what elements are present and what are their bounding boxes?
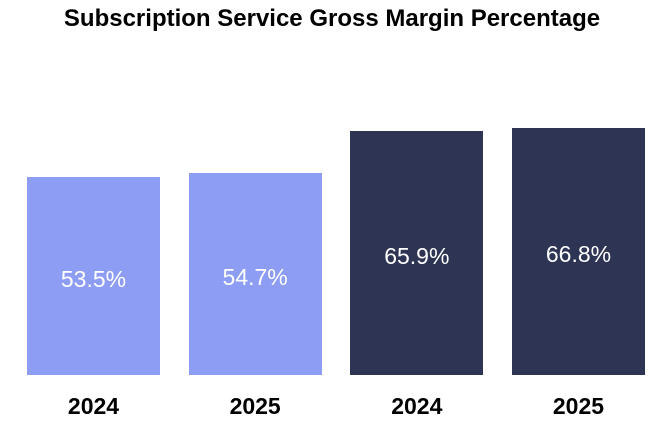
bar-value-label: 53.5% — [60, 265, 127, 292]
x-axis-tick-label: 2024 — [391, 392, 443, 419]
bar: 53.5% — [27, 177, 160, 375]
chart-title: Subscription Service Gross Margin Percen… — [63, 5, 601, 32]
x-axis-tick-label: 2024 — [67, 392, 120, 419]
bar-column: 53.5% 2024 — [27, 177, 160, 432]
bar: 54.7% — [188, 173, 322, 375]
x-axis-tick-label: 2025 — [552, 392, 605, 419]
bar-column: 54.7% 2025 — [188, 173, 322, 432]
plot-area: 53.5% 2024 54.7% 2025 65.9% 2024 66.8% 2… — [27, 0, 645, 432]
bar: 66.8% — [511, 128, 645, 375]
bar-value-label: 66.8% — [545, 241, 612, 267]
bar-column: 66.8% 2025 — [511, 128, 645, 432]
bar-value-label: 54.7% — [222, 263, 288, 290]
bar: 65.9% — [350, 131, 484, 375]
bar-value-label: 65.9% — [384, 242, 450, 269]
x-axis-tick-label: 2025 — [229, 392, 281, 419]
bar-column: 65.9% 2024 — [350, 131, 484, 432]
